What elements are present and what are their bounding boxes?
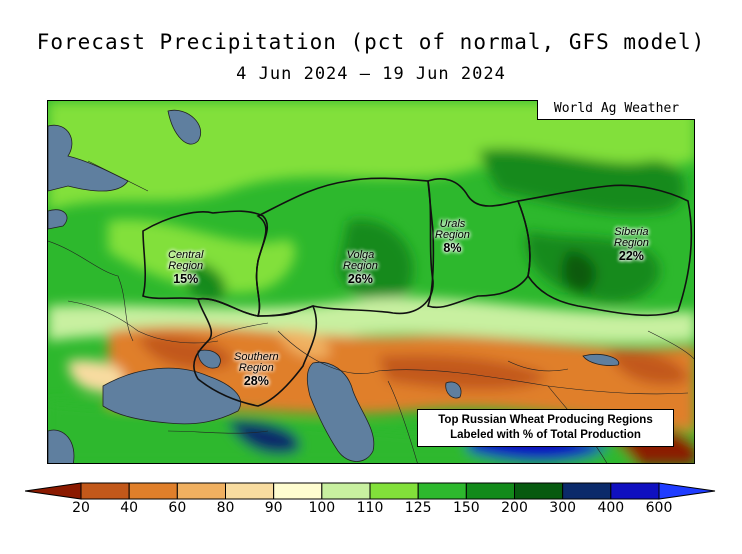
region-label-volga: Volga Region 26% <box>343 250 378 287</box>
colorbar-bin <box>465 482 516 500</box>
colorbar-tick-label: 80 <box>216 500 235 516</box>
colorbar-bin <box>562 482 612 500</box>
colorbar-tick-label: 110 <box>356 500 384 516</box>
region-name-line1: Urals <box>439 218 466 230</box>
colorbar-tick-label: 100 <box>308 500 336 516</box>
region-label-central: Central Region 15% <box>168 250 203 287</box>
region-label-southern: Southern Region 28% <box>234 352 279 389</box>
region-name-line2: Region <box>238 362 274 374</box>
colorbar-bin <box>514 482 564 500</box>
note-line2: Labeled with % of Total Production <box>450 429 641 441</box>
colorbar-tick-label: 200 <box>501 500 528 516</box>
credit-label: World Ag Weather <box>537 100 695 120</box>
colorbar-bin <box>128 482 178 500</box>
region-name-line2: Region <box>435 229 470 241</box>
colorbar-bin <box>225 482 275 500</box>
date-range: 4 Jun 2024 — 19 Jun 2024 <box>236 64 506 84</box>
region-name-line1: Siberia <box>614 226 649 238</box>
note-box: Top Russian Wheat Producing Regions Labe… <box>417 409 674 447</box>
colorbar-tick-label: 60 <box>168 500 187 516</box>
colorbar-tick-label: 125 <box>404 500 432 516</box>
map-title: Forecast Precipitation (pct of normal, G… <box>36 30 706 54</box>
colorbar-bin <box>321 482 371 500</box>
region-name-line2: Region <box>614 237 649 249</box>
colorbar-tick-label: 40 <box>120 500 139 516</box>
region-label-siberia: Siberia Region 22% <box>614 227 649 264</box>
colorbar <box>25 482 716 500</box>
colorbar-bin <box>658 482 716 500</box>
colorbar-bin <box>369 482 419 500</box>
region-name-line1: Southern <box>234 351 279 363</box>
colorbar-tick-label: 20 <box>72 500 90 516</box>
colorbar-bin <box>176 482 226 500</box>
colorbar-bin <box>417 482 467 500</box>
colorbar-tick-label: 400 <box>597 500 625 516</box>
colorbar-tick-label: 300 <box>549 500 577 516</box>
note-line1: Top Russian Wheat Producing Regions <box>438 414 653 426</box>
colorbar-tick-label: 90 <box>264 500 283 516</box>
region-share: 22% <box>618 249 644 263</box>
region-share: 15% <box>173 272 199 286</box>
colorbar-bin <box>80 482 130 500</box>
precipitation-map: Central Region 15% Volga Region 26% Ural… <box>47 100 695 464</box>
region-name-line2: Region <box>343 260 378 272</box>
region-name-line1: Central <box>168 249 204 261</box>
region-share: 28% <box>243 374 269 388</box>
region-label-urals: Urals Region 8% <box>435 219 470 256</box>
region-share: 8% <box>443 241 462 255</box>
colorbar-tick-label: 150 <box>452 500 480 516</box>
region-name-line1: Volga <box>346 249 375 261</box>
region-name-line2: Region <box>168 260 204 272</box>
colorbar-bin <box>610 482 660 500</box>
colorbar-bin <box>273 482 323 500</box>
colorbar-bin <box>25 482 82 500</box>
colorbar-tick-label: 600 <box>645 500 673 516</box>
region-share: 26% <box>347 272 373 286</box>
